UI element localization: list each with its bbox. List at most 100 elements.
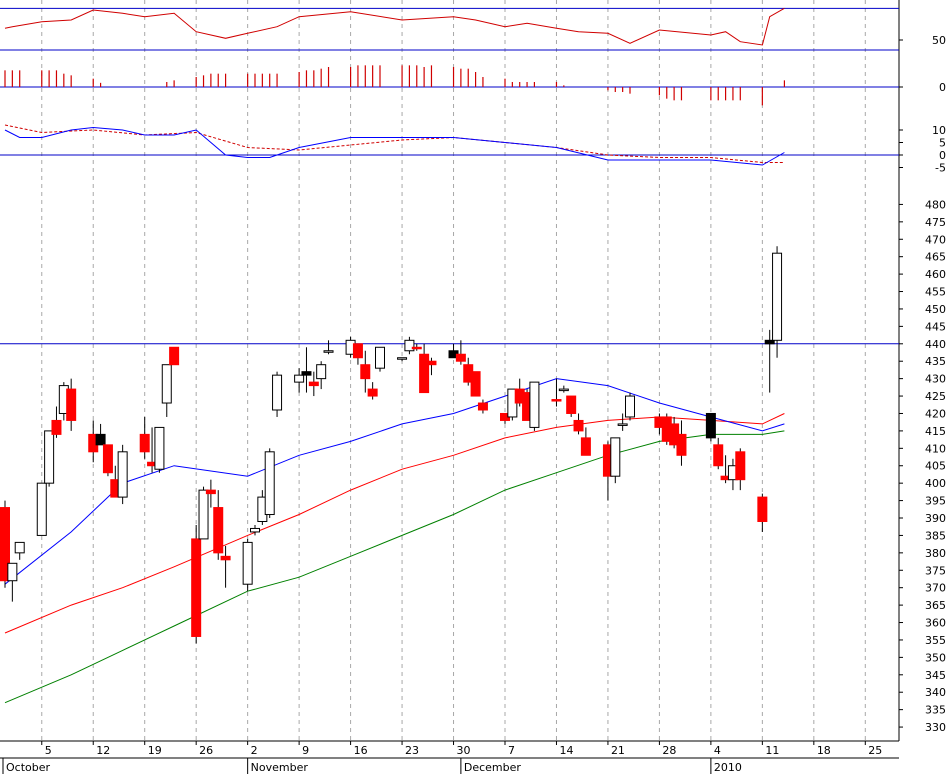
macd-line — [4, 126, 785, 166]
candle-body — [617, 423, 628, 426]
candle-body — [419, 353, 430, 394]
candle-body — [7, 562, 18, 582]
y-tick-label: 475 — [925, 216, 946, 229]
x-tick-label: 18 — [817, 744, 831, 757]
y-tick-label: 455 — [925, 286, 946, 299]
x-tick-label: 2 — [251, 744, 258, 757]
y-tick-label: 10 — [932, 124, 946, 137]
x-tick-label: 19 — [148, 744, 162, 757]
candle-body — [51, 419, 62, 435]
candle-body — [242, 541, 253, 585]
candle-body — [205, 489, 216, 495]
candle-body — [169, 346, 180, 366]
candle-body — [191, 538, 202, 637]
candle-body — [102, 444, 113, 474]
candle-body — [375, 346, 385, 369]
y-tick-label: 370 — [925, 582, 946, 595]
y-tick-label: 440 — [925, 338, 946, 351]
y-tick-label: 390 — [925, 512, 946, 525]
candle-body — [213, 507, 224, 554]
y-tick-label: 50 — [932, 34, 946, 47]
y-tick-label: -5 — [935, 162, 946, 175]
x-tick-label: 9 — [302, 744, 309, 757]
y-tick-label: 430 — [925, 373, 946, 386]
candle-body — [580, 437, 591, 456]
y-tick-label: 335 — [925, 704, 946, 717]
y-tick-label: 395 — [925, 495, 946, 508]
y-tick-label: 410 — [925, 442, 946, 455]
y-tick-label: 355 — [925, 634, 946, 647]
candle-body — [551, 399, 562, 402]
moving-average-fast — [4, 378, 785, 585]
month-label: December — [464, 761, 522, 774]
y-tick-label: 0 — [939, 149, 946, 162]
month-label: October — [6, 761, 50, 774]
y-tick-label: 415 — [925, 425, 946, 438]
y-tick-label: 470 — [925, 233, 946, 246]
month-label: 2010 — [714, 761, 742, 774]
candle-body — [573, 419, 584, 432]
x-tick-label: 12 — [96, 744, 110, 757]
candle-body — [36, 482, 47, 536]
candle-body — [705, 412, 716, 439]
oscillator-line — [4, 7, 785, 46]
x-tick-label: 5 — [45, 744, 52, 757]
x-tick-label: 7 — [508, 744, 515, 757]
candle-body — [117, 451, 128, 498]
y-tick-label: 360 — [925, 617, 946, 630]
candle-body — [764, 339, 775, 345]
y-tick-label: 425 — [925, 390, 946, 403]
candle-body — [308, 381, 319, 387]
y-tick-label: 5 — [939, 137, 946, 150]
candle-body — [360, 364, 371, 380]
candle-body — [323, 350, 334, 353]
x-tick-label: 23 — [405, 744, 419, 757]
y-tick-label: 465 — [925, 251, 946, 264]
candle-body — [757, 496, 768, 522]
candle-body — [529, 381, 540, 428]
candle-body — [558, 388, 569, 392]
y-tick-label: 340 — [925, 686, 946, 699]
candle-body — [772, 252, 783, 341]
candle-body — [301, 371, 312, 376]
candle-body — [95, 433, 106, 446]
candle-body — [397, 357, 408, 360]
candle-body — [352, 343, 363, 359]
candle-body — [676, 433, 687, 456]
x-tick-label: 11 — [765, 744, 779, 757]
x-tick-label: 28 — [662, 744, 676, 757]
candle-body — [455, 353, 466, 362]
x-tick-label: 16 — [354, 744, 368, 757]
y-tick-label: 480 — [925, 198, 946, 211]
x-tick-label: 4 — [714, 744, 721, 757]
candle-body — [220, 555, 231, 561]
x-tick-label: 25 — [868, 744, 882, 757]
candle-body — [198, 489, 209, 540]
candle-body — [735, 451, 746, 481]
month-label: November — [251, 761, 309, 774]
candle-body — [250, 527, 260, 533]
y-tick-label: 365 — [925, 599, 946, 612]
candle-body — [0, 507, 10, 582]
y-tick-label: 345 — [925, 669, 946, 682]
candle-body — [66, 388, 77, 421]
moving-average-mid — [4, 413, 785, 634]
y-tick-label: 435 — [925, 355, 946, 368]
candle-body — [161, 364, 172, 404]
x-tick-label: 14 — [559, 744, 573, 757]
y-tick-label: 420 — [925, 407, 946, 420]
candle-body — [294, 374, 305, 383]
candle-body — [477, 402, 488, 411]
y-tick-label: 330 — [925, 721, 946, 734]
y-tick-label: 400 — [925, 477, 946, 490]
candle-body — [264, 451, 275, 516]
y-tick-label: 375 — [925, 564, 946, 577]
candle-body — [139, 433, 150, 453]
x-tick-label: 21 — [611, 744, 625, 757]
candle-body — [404, 339, 415, 352]
y-tick-label: 460 — [925, 268, 946, 281]
candle-body — [14, 541, 25, 554]
y-tick-label: 450 — [925, 303, 946, 316]
